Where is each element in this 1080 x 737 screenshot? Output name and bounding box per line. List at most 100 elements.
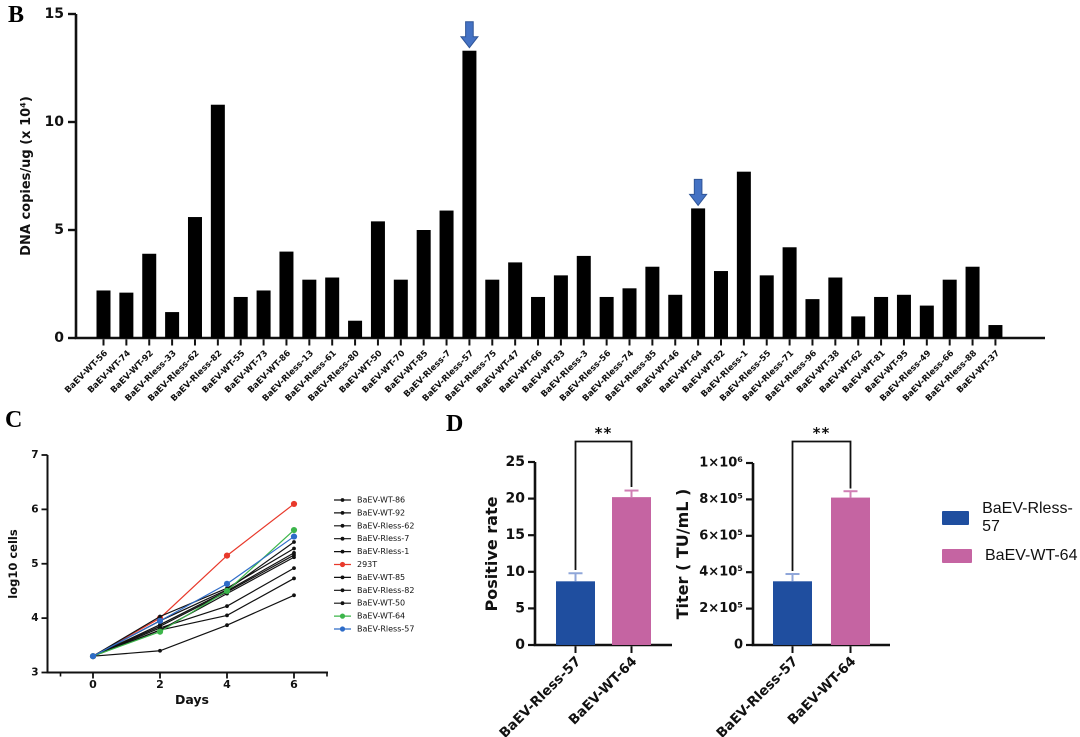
legend-marker	[340, 511, 345, 515]
wt64-swatch	[942, 549, 972, 563]
series-line-BaEV-WT-64	[92, 529, 295, 657]
y-tick-label: 6×10⁵	[699, 528, 743, 543]
bar-BaEV-WT-37	[988, 325, 1003, 338]
data-point	[292, 550, 296, 555]
legend-marker	[340, 549, 345, 554]
bar-BaEV-Rless-55	[759, 275, 774, 338]
legend-label: BaEV-WT-85	[357, 573, 405, 582]
legend-marker	[340, 575, 345, 580]
y-tick-label: 1×10⁶	[699, 456, 743, 471]
bar-BaEV-Rless-3	[576, 255, 591, 338]
legend-item-wt64: BaEV-WT-64	[942, 547, 1080, 565]
y-axis-title: log10 cells	[6, 529, 20, 599]
data-point	[292, 540, 296, 544]
significance-stars: **	[813, 424, 831, 442]
y-tick-label: 3	[31, 667, 38, 679]
significance-bracket	[574, 440, 633, 570]
data-point	[156, 617, 164, 624]
bar-BaEV-Rless-13	[302, 279, 317, 338]
legend-label: BaEV-Rless-57	[357, 625, 414, 634]
bar-BaEV-Rless-82	[210, 104, 225, 338]
y-tick-label: 5	[31, 558, 38, 570]
significance-bracket	[791, 440, 852, 571]
bar-BaEV-WT-50	[370, 221, 385, 338]
bar-BaEV-WT-81	[874, 296, 889, 338]
legend-label: BaEV-Rless-57	[982, 500, 1073, 535]
y-tick-label: 2×10⁵	[699, 601, 743, 616]
legend-item-rless57: BaEV-Rless-57	[942, 500, 1080, 536]
bar-BaEV-WT-64	[612, 497, 651, 645]
legend-marker	[339, 613, 346, 619]
legend-marker	[340, 498, 345, 502]
bar-BaEV-Rless-74	[622, 288, 637, 338]
bar-BaEV-Rless-75	[485, 279, 500, 338]
legend-marker	[339, 626, 346, 632]
bar-BaEV-WT-95	[896, 294, 911, 338]
bar-BaEV-Rless-80	[348, 320, 363, 338]
bar-BaEV-WT-64	[691, 208, 706, 338]
bar-BaEV-WT-83	[553, 275, 568, 338]
bar-BaEV-WT-64	[831, 497, 870, 645]
data-point	[290, 500, 298, 508]
x-tick-label: 4	[223, 678, 231, 691]
data-point	[292, 546, 296, 551]
bar-BaEV-WT-62	[851, 316, 866, 338]
y-tick-label: 0	[734, 638, 743, 653]
data-point	[156, 628, 164, 635]
legend-marker	[339, 561, 346, 568]
series-line-BaEV-Rless-1	[92, 554, 295, 657]
x-tick-label: 6	[290, 678, 298, 691]
y-tick-label: 7	[31, 449, 38, 461]
bar-BaEV-Rless-56	[599, 296, 614, 338]
y-tick-label: 15	[506, 527, 525, 543]
data-point	[292, 593, 296, 598]
legend-label: 293T	[357, 560, 377, 569]
series-line-BaEV-WT-85	[92, 552, 295, 657]
panel-d-label: D	[446, 411, 464, 437]
significance-stars: **	[595, 424, 613, 442]
data-point	[292, 576, 296, 581]
data-point	[223, 580, 231, 587]
bar-BaEV-Rless-7	[439, 210, 454, 338]
y-axis-title: DNA copies/ug (x 10⁴)	[19, 96, 34, 256]
bar-BaEV-WT-56	[96, 290, 111, 338]
bar-BaEV-WT-86	[279, 251, 294, 338]
bar-BaEV-WT-74	[119, 292, 134, 338]
bar-BaEV-Rless-62	[187, 217, 202, 338]
data-point	[290, 533, 298, 540]
rless57-swatch	[942, 511, 970, 525]
y-tick-label: 0	[54, 330, 64, 346]
legend-label: BaEV-Rless-82	[357, 586, 414, 595]
series-line-BaEV-Rless-57	[92, 536, 295, 657]
y-axis-title: Positive rate	[482, 496, 501, 611]
legend-marker	[340, 588, 345, 593]
panel-c-label: C	[5, 407, 23, 433]
cell-growth-line-chart: 3 4 5 6 7 log10 cells 0 2 4 6 Days BaEV-WT-86 BaEV-W…	[6, 449, 414, 707]
y-tick-label: 8×10⁵	[699, 492, 743, 507]
bar-BaEV-Rless-49	[919, 305, 934, 338]
x-tick-label: BaEV-Rless-57	[496, 654, 584, 737]
series-line-293T	[92, 503, 295, 657]
x-tick-label: 0	[89, 678, 97, 691]
bar-BaEV-WT-46	[668, 294, 683, 338]
x-tick-label: BaEV-Rless-57	[713, 654, 801, 737]
data-point	[292, 566, 296, 570]
legend-marker	[340, 601, 345, 606]
bar-BaEV-WT-47	[508, 262, 523, 338]
bar-BaEV-Rless-71	[782, 247, 797, 338]
y-tick-label: 10	[45, 114, 65, 130]
y-tick-label: 0	[515, 637, 525, 653]
y-tick-label: 25	[506, 454, 525, 470]
data-point	[89, 653, 97, 660]
bar-BaEV-Rless-96	[805, 299, 820, 338]
x-tick-label: 2	[156, 678, 164, 691]
x-axis-title: Days	[175, 692, 209, 707]
bar-BaEV-WT-82	[713, 271, 728, 338]
bar-BaEV-Rless-66	[942, 279, 957, 338]
positive-rate-and-titer-charts: 0 5 10 15 20 25 Positive rate BaEV-Rless-57 BaEV…	[482, 424, 890, 737]
bar-BaEV-Rless-1	[736, 171, 751, 338]
bar-BaEV-WT-92	[142, 253, 157, 338]
series-line-BaEV-Rless-62	[92, 567, 295, 657]
bar-BaEV-WT-55	[233, 296, 248, 338]
